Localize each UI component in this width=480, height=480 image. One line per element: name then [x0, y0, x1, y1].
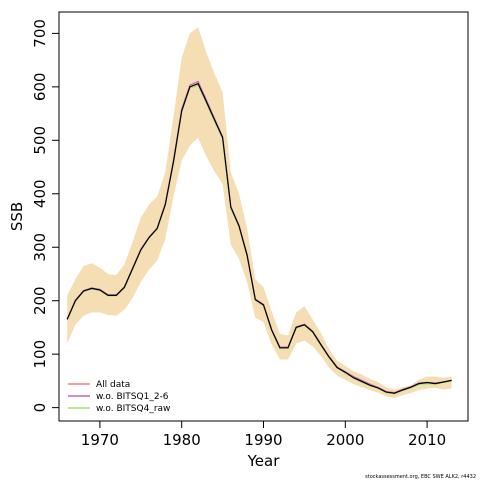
credit-text: stockassessment.org, EBC SWE ALK2, r4432 [365, 474, 476, 480]
y-tick-label: 500 [31, 126, 49, 155]
x-tick-label: 1970 [81, 431, 119, 449]
y-tick-label: 100 [31, 340, 49, 369]
y-tick-label: 300 [31, 233, 49, 262]
y-tick-label: 400 [31, 179, 49, 208]
legend-label: w.o. BITSQ4_raw [96, 404, 170, 414]
x-tick-label: 1980 [163, 431, 201, 449]
x-tick-label: 2010 [408, 431, 446, 449]
legend-label: All data [96, 380, 130, 390]
y-tick-label: 700 [31, 19, 49, 48]
y-axis-label: SSB [8, 202, 26, 231]
legend-label: w.o. BITSQ1_2-6 [96, 392, 169, 402]
mean-line [66, 82, 452, 394]
x-tick-label: 1990 [244, 431, 282, 449]
x-axis-label: Year [247, 452, 281, 470]
confidence-band [67, 27, 452, 398]
y-tick-label: 0 [31, 403, 49, 413]
y-tick-label: 600 [31, 73, 49, 102]
y-tick-label: 200 [31, 286, 49, 315]
x-tick-label: 2000 [326, 431, 364, 449]
